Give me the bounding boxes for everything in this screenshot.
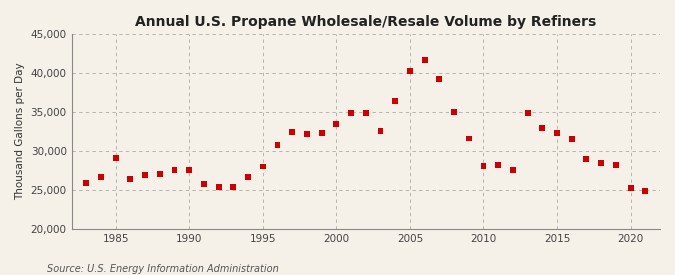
Point [302, 132, 313, 136]
Point [419, 58, 430, 62]
Point [610, 163, 621, 167]
Point [243, 175, 254, 180]
Point [449, 110, 460, 114]
Point [493, 163, 504, 167]
Point [272, 142, 283, 147]
Point [434, 77, 445, 82]
Point [198, 181, 209, 186]
Point [404, 69, 415, 73]
Point [125, 177, 136, 181]
Point [375, 128, 386, 133]
Point [169, 167, 180, 172]
Point [625, 186, 636, 190]
Point [566, 137, 577, 141]
Point [537, 126, 547, 131]
Title: Annual U.S. Propane Wholesale/Resale Volume by Refiners: Annual U.S. Propane Wholesale/Resale Vol… [135, 15, 597, 29]
Y-axis label: Thousand Gallons per Day: Thousand Gallons per Day [15, 63, 25, 200]
Point [522, 111, 533, 115]
Point [140, 173, 151, 177]
Point [331, 122, 342, 126]
Point [316, 131, 327, 135]
Point [640, 188, 651, 193]
Point [389, 99, 400, 103]
Point [596, 160, 607, 165]
Point [581, 156, 592, 161]
Point [360, 111, 371, 115]
Point [478, 163, 489, 168]
Point [110, 156, 121, 160]
Point [287, 130, 298, 134]
Point [213, 185, 224, 189]
Point [228, 185, 239, 190]
Point [508, 168, 518, 172]
Point [81, 181, 92, 185]
Point [96, 174, 107, 179]
Point [257, 164, 268, 169]
Point [463, 136, 474, 141]
Point [551, 131, 562, 135]
Point [346, 111, 356, 115]
Point [184, 167, 194, 172]
Text: Source: U.S. Energy Information Administration: Source: U.S. Energy Information Administ… [47, 264, 279, 274]
Point [155, 172, 165, 177]
